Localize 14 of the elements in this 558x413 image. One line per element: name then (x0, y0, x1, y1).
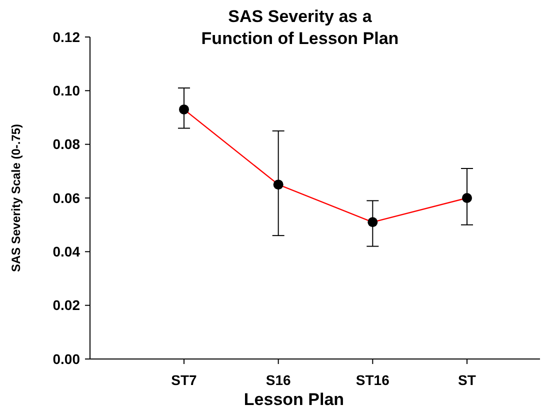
y-tick-label: 0.06 (52, 190, 80, 206)
x-tick-label: S16 (266, 372, 291, 388)
y-tick-label: 0.10 (52, 82, 80, 99)
y-tick-label: 0.12 (52, 28, 80, 45)
chart-title: SAS Severity as a Function of Lesson Plan (201, 7, 399, 48)
x-tick-label: ST16 (356, 372, 390, 388)
x-tick-label: ST7 (171, 372, 198, 388)
y-tick-label: 0.04 (52, 244, 80, 260)
x-axis-title: Lesson Plan (244, 390, 344, 409)
y-axis-title: SAS Severity Scale (0-.75) (9, 124, 23, 272)
y-tick-label: 0.00 (52, 350, 80, 367)
y-tick-label: 0.02 (52, 297, 80, 314)
y-tick-label: 0.08 (52, 136, 80, 152)
x-tick-label: ST (458, 372, 476, 388)
